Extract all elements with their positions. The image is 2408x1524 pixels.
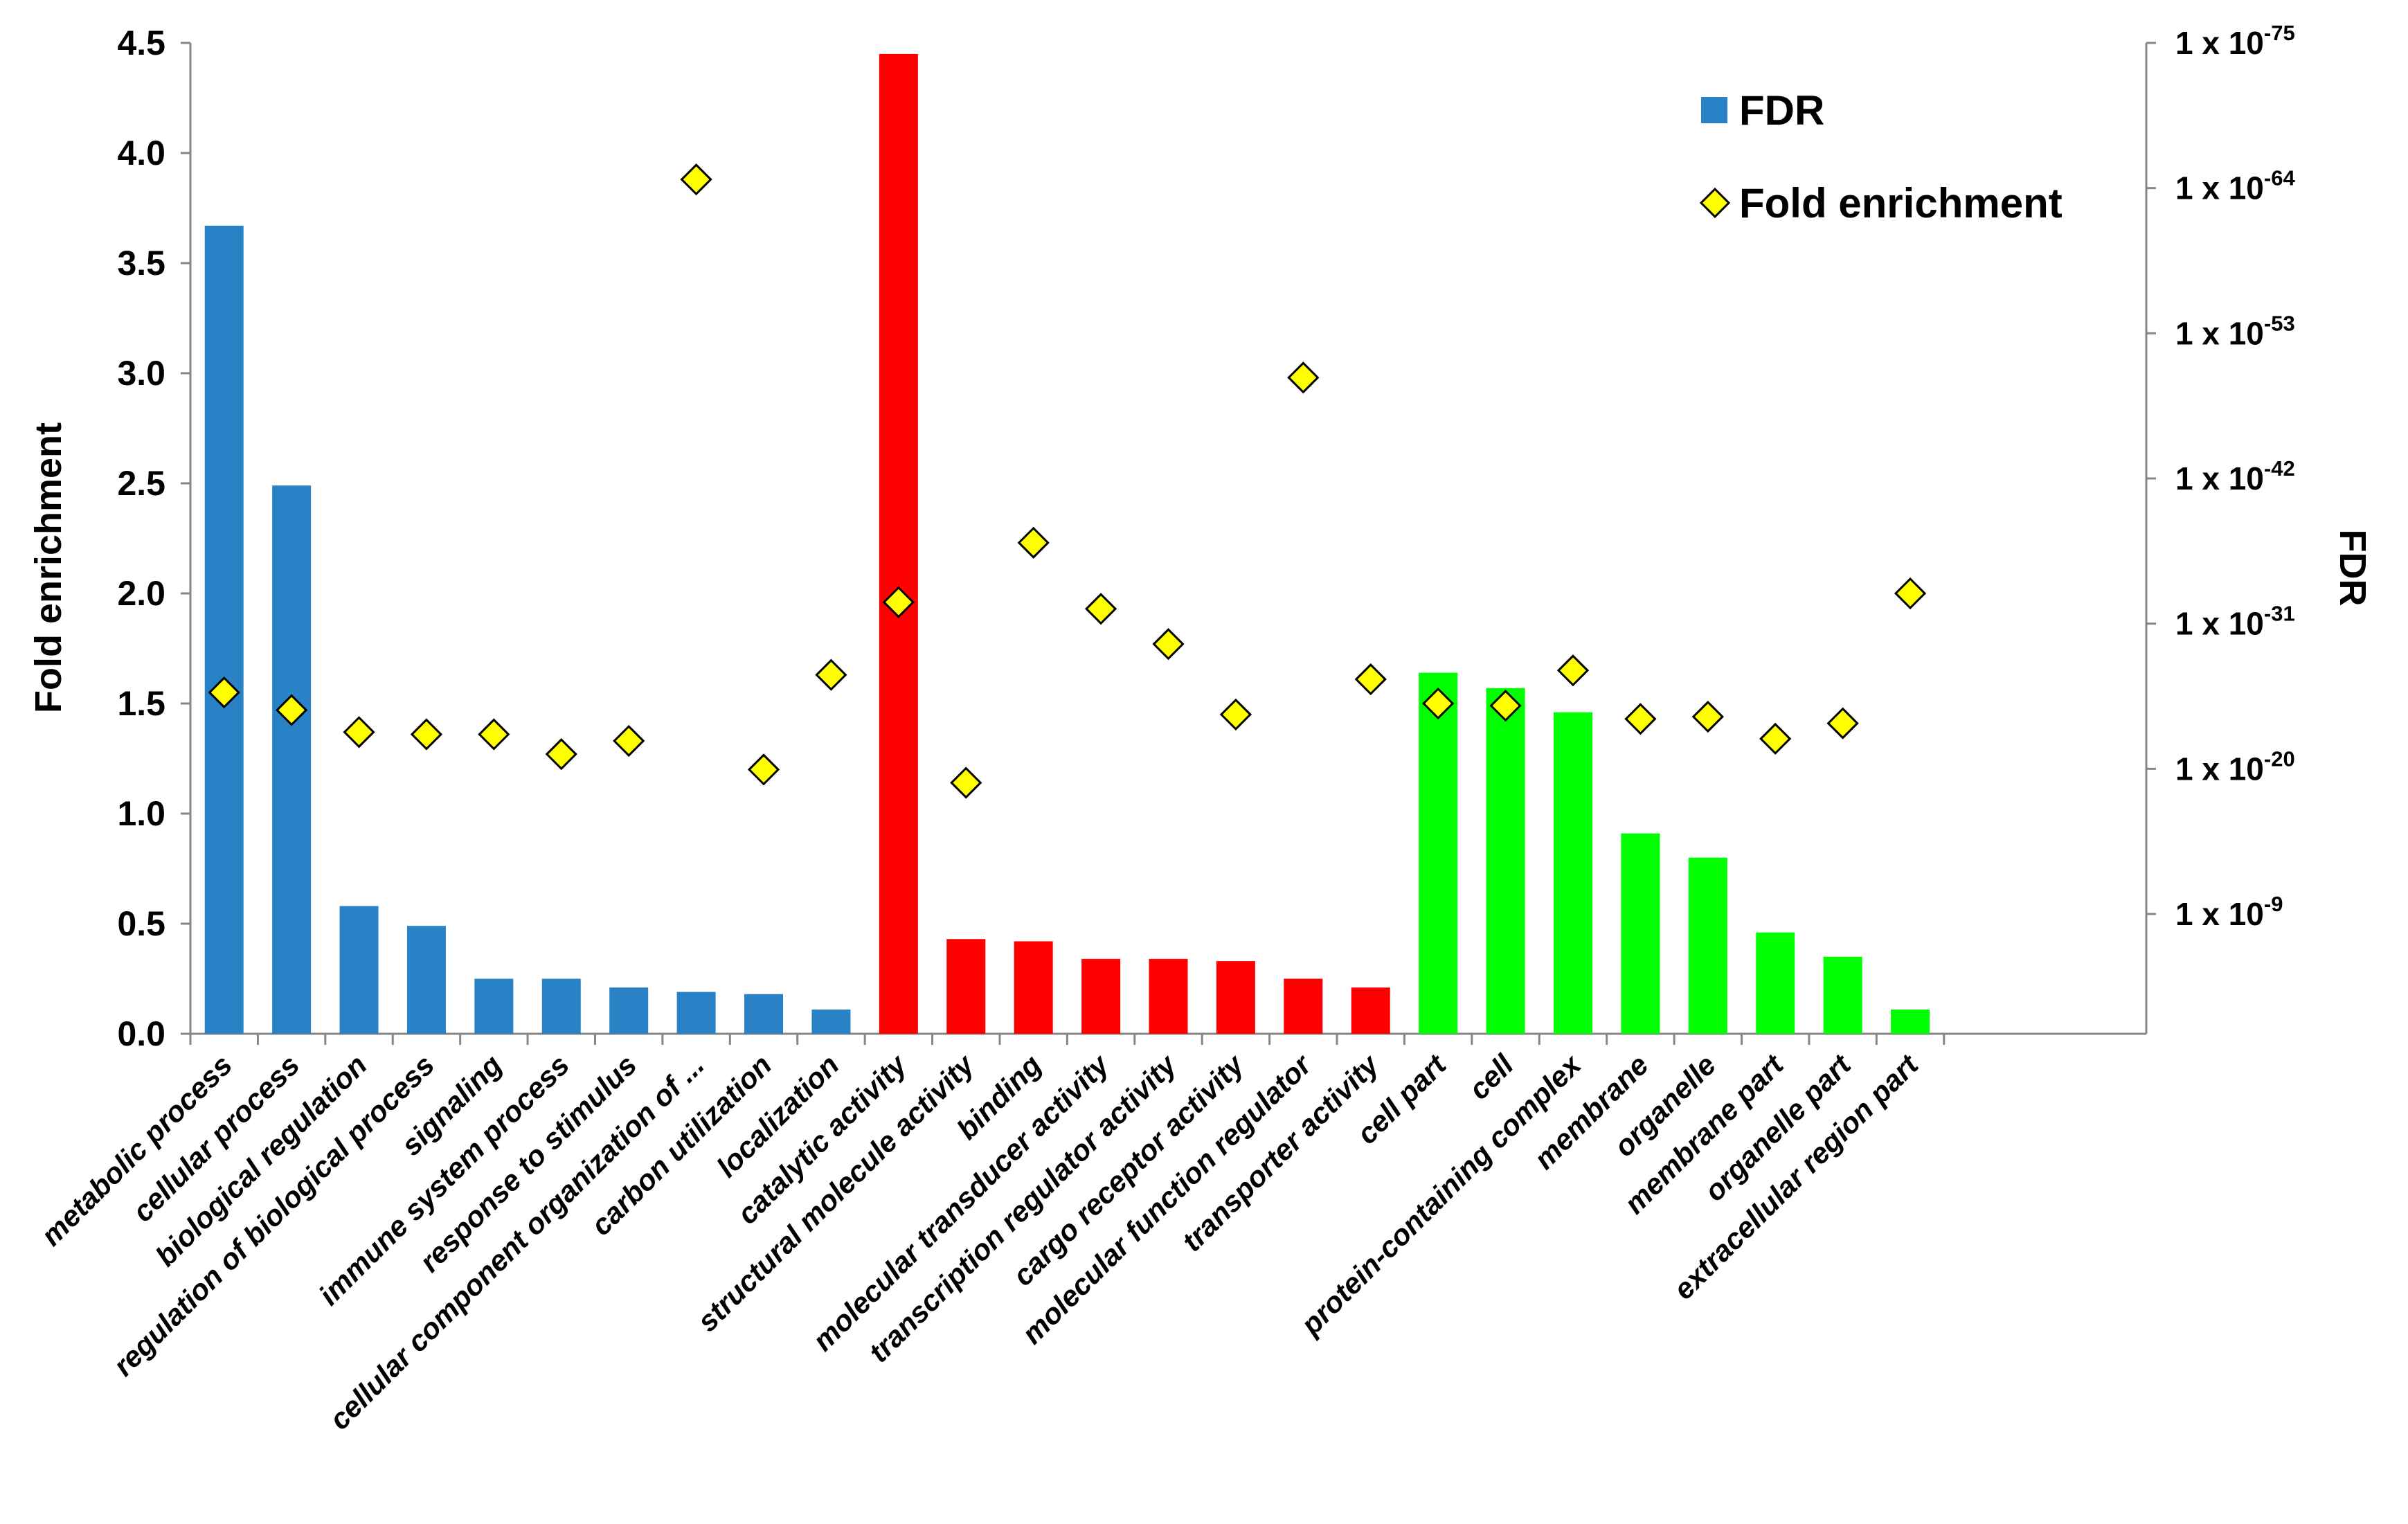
fold-enrichment-point-8 — [680, 163, 712, 196]
fdr-bar-5 — [474, 978, 514, 1034]
fold-enrichment-point-20 — [1489, 690, 1522, 722]
fdr-bar-26 — [1891, 1010, 1930, 1034]
fold-enrichment-point-1 — [208, 676, 240, 709]
y2-tick-base: 1 x 10 — [2175, 170, 2264, 206]
y2-tick-label: 1 x 10-42 — [2175, 456, 2295, 496]
y2-tick-exponent: -53 — [2264, 311, 2295, 335]
y-tick-label: 1.0 — [117, 794, 165, 833]
y2-tick-base: 1 x 10 — [2175, 460, 2264, 496]
fold-enrichment-point-26 — [1894, 577, 1927, 610]
legend-fold-enrichment-swatch — [1699, 187, 1731, 219]
y2-tick-base: 1 x 10 — [2175, 315, 2264, 351]
y2-tick-label: 1 x 10-75 — [2175, 21, 2295, 61]
fdr-bar-15 — [1149, 958, 1188, 1034]
y-axis-title: Fold enrichment — [28, 422, 69, 713]
fold-enrichment-point-18 — [1354, 663, 1387, 696]
fold-enrichment-point-7 — [613, 724, 645, 757]
fold-enrichment-point-12 — [950, 767, 982, 799]
fold-enrichment-point-11 — [882, 586, 915, 618]
y2-tick-exponent: -42 — [2264, 456, 2295, 481]
fold-enrichment-point-4 — [410, 718, 443, 751]
y2-axis-title: FDR — [2332, 530, 2373, 607]
legend: FDR Fold enrichment — [1699, 87, 2063, 226]
fdr-bar-2 — [272, 485, 312, 1034]
category-label-20: cell — [1462, 1048, 1520, 1106]
fold-enrichment-point-6 — [545, 738, 577, 771]
y2-tick-label: 1 x 10-9 — [2175, 892, 2283, 932]
fold-enrichment-point-17 — [1287, 361, 1320, 394]
fdr-bar-22 — [1621, 833, 1660, 1034]
fdr-bar-16 — [1216, 961, 1255, 1034]
fold-enrichment-point-5 — [478, 718, 510, 751]
fold-enrichment-point-21 — [1556, 654, 1590, 687]
fdr-bar-3 — [339, 906, 379, 1034]
fold-enrichment-point-9 — [747, 753, 780, 786]
fdr-bar-1 — [204, 225, 244, 1034]
y2-tick-base: 1 x 10 — [2175, 606, 2264, 642]
fold-enrichment-point-25 — [1826, 707, 1859, 739]
y2-tick-label: 1 x 10-20 — [2175, 746, 2295, 787]
fold-enrichment-point-16 — [1219, 698, 1252, 731]
y2-tick-exponent: -64 — [2264, 166, 2296, 190]
legend-fdr-swatch — [1701, 97, 1727, 123]
fdr-bar-9 — [744, 994, 784, 1034]
fold-enrichment-point-3 — [343, 716, 375, 748]
y-tick-label: 3.5 — [117, 244, 165, 283]
fold-enrichment-point-15 — [1152, 628, 1185, 661]
fdr-bar-7 — [609, 987, 649, 1034]
y-tick-label: 0.5 — [117, 904, 165, 943]
fold-enrichment-point-2 — [275, 694, 308, 726]
y2-tick-label: 1 x 10-31 — [2175, 602, 2295, 642]
y2-tick-exponent: -20 — [2264, 746, 2295, 771]
fdr-bar-20 — [1486, 688, 1525, 1034]
y2-tick-exponent: -31 — [2264, 602, 2295, 626]
fdr-bar-6 — [541, 978, 581, 1034]
y2-tick-exponent: -9 — [2264, 892, 2283, 916]
y-tick-label: 3.0 — [117, 354, 165, 393]
fdr-bar-24 — [1756, 932, 1795, 1034]
fold-enrichment-point-13 — [1017, 526, 1050, 559]
fold-enrichment-point-22 — [1624, 703, 1657, 735]
y-tick-label: 2.5 — [117, 464, 165, 503]
fdr-bar-19 — [1419, 672, 1458, 1034]
y-tick-label: 2.0 — [117, 574, 165, 613]
fdr-bar-12 — [946, 939, 986, 1034]
fold-enrichment-point-14 — [1084, 593, 1117, 625]
fdr-bar-23 — [1688, 857, 1727, 1034]
legend-fold-enrichment-label: Fold enrichment — [1739, 180, 2063, 226]
y2-tick-base: 1 x 10 — [2175, 896, 2264, 932]
fdr-bar-8 — [676, 992, 716, 1034]
fdr-bar-21 — [1553, 712, 1592, 1034]
y2-tick-label: 1 x 10-64 — [2175, 166, 2295, 206]
legend-fdr-label: FDR — [1739, 87, 1824, 134]
fdr-bar-10 — [811, 1010, 851, 1034]
fold-enrichment-point-24 — [1759, 722, 1792, 755]
y-tick-label: 0.0 — [117, 1014, 165, 1053]
fdr-bar-18 — [1351, 987, 1390, 1034]
fdr-bar-11 — [879, 53, 918, 1034]
fdr-bar-14 — [1081, 958, 1121, 1034]
tick-labels: 0.00.51.01.52.02.53.03.54.04.51 x 10-91 … — [117, 21, 2295, 1053]
y-tick-label: 4.5 — [117, 24, 165, 62]
fold-enrichment-point-19 — [1422, 687, 1455, 720]
y2-tick-label: 1 x 10-53 — [2175, 311, 2295, 351]
fdr-bar-17 — [1284, 978, 1323, 1034]
fold-enrichment-point-23 — [1691, 700, 1724, 733]
y2-tick-base: 1 x 10 — [2175, 25, 2264, 61]
y-tick-label: 4.0 — [117, 134, 165, 172]
y2-tick-exponent: -75 — [2264, 21, 2295, 45]
y-tick-label: 1.5 — [117, 684, 165, 723]
fold-enrichment-points — [208, 163, 1927, 799]
fdr-bar-25 — [1823, 956, 1862, 1034]
fdr-bar-4 — [406, 926, 446, 1034]
bars — [204, 53, 1930, 1034]
y2-tick-base: 1 x 10 — [2175, 751, 2264, 787]
fold-enrichment-point-10 — [815, 658, 847, 691]
fdr-bar-13 — [1014, 941, 1053, 1034]
